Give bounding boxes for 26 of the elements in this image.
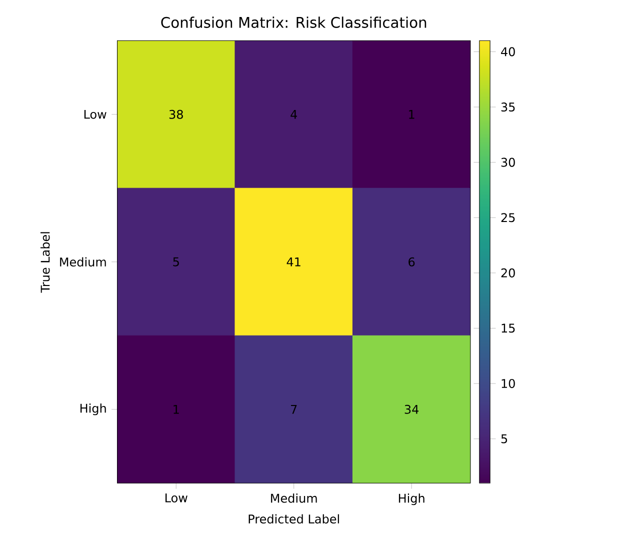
data-label: 38 bbox=[169, 110, 183, 119]
data-label: 4 bbox=[290, 110, 297, 119]
y-tick-label: High bbox=[80, 404, 106, 416]
x-axis-title: Predicted Label bbox=[248, 514, 339, 524]
color-bar-label: 35 bbox=[501, 102, 515, 112]
data-label: 41 bbox=[286, 257, 300, 266]
y-axis-title: True Label bbox=[40, 232, 50, 293]
y-tick-label: Low bbox=[84, 110, 106, 119]
color-bar-label: 25 bbox=[501, 213, 515, 222]
x-tick-label: Low bbox=[165, 493, 188, 502]
x-tick-label: Medium bbox=[271, 493, 317, 503]
data-label: 34 bbox=[404, 404, 419, 414]
data-label: 6 bbox=[408, 257, 415, 266]
chart-title: Confusion Matrix: Risk Classification bbox=[161, 16, 426, 28]
x-tick-label: High bbox=[398, 493, 424, 506]
data-label: 7 bbox=[291, 404, 297, 414]
color-bar-label: 30 bbox=[501, 158, 515, 167]
color-bar-label: 20 bbox=[501, 268, 515, 278]
color-bar-label: 10 bbox=[502, 378, 515, 388]
color-bar-label: 40 bbox=[501, 47, 515, 56]
data-label: 1 bbox=[409, 110, 414, 119]
data-label: 5 bbox=[173, 257, 179, 266]
y-tick-label: Medium bbox=[60, 257, 106, 266]
color-bar-label: 5 bbox=[501, 434, 508, 444]
data-label: 1 bbox=[174, 404, 179, 414]
color-bar-label: 15 bbox=[502, 324, 515, 333]
